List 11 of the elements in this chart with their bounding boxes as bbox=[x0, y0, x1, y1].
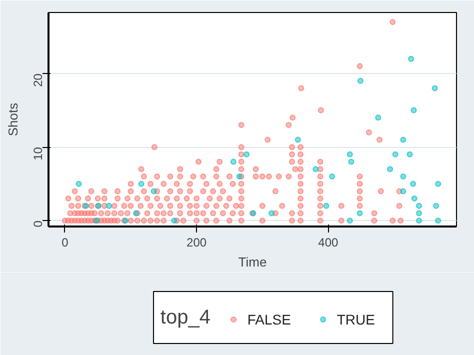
legend-label: FALSE bbox=[247, 312, 291, 328]
y-tick-label: 20 bbox=[31, 73, 45, 87]
x-tick-label: 200 bbox=[186, 236, 207, 250]
x-axis-title: Time bbox=[238, 254, 267, 270]
x-tick-label: 400 bbox=[318, 236, 339, 250]
legend-title: top_4 bbox=[160, 306, 210, 328]
y-axis-title: Shots bbox=[6, 102, 20, 136]
x-tick-label: 0 bbox=[62, 236, 69, 250]
legend-label: TRUE bbox=[336, 312, 375, 328]
y-tick-label: 10 bbox=[31, 146, 45, 160]
y-tick-label: 0 bbox=[31, 220, 45, 228]
